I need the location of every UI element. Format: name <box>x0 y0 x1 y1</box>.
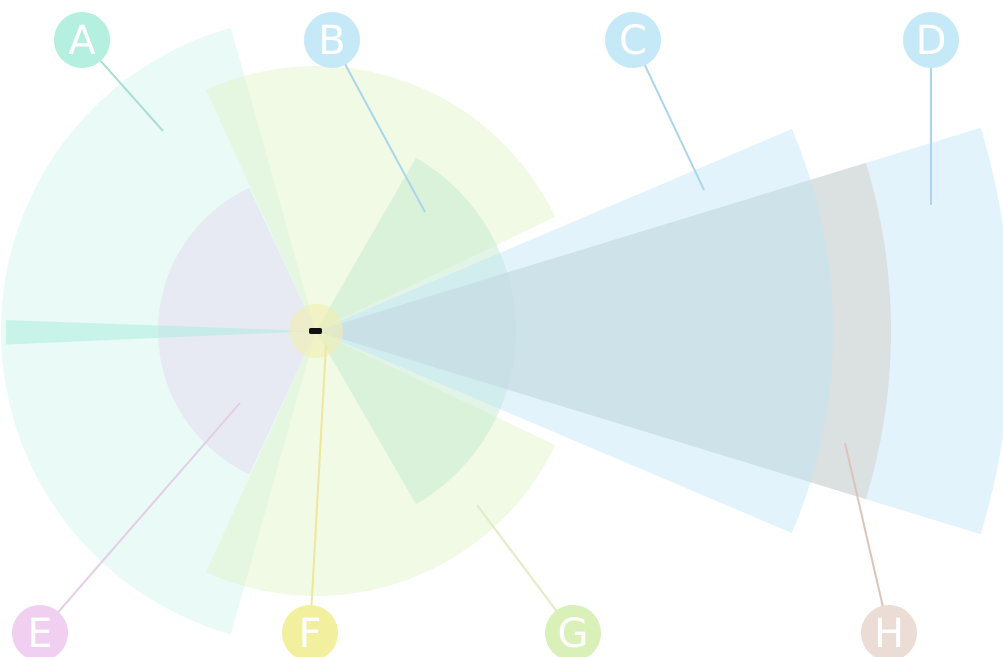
sectors <box>0 27 1003 635</box>
marker-badge <box>903 12 959 68</box>
labels: A B C D E F G H <box>12 12 959 657</box>
marker-label: D <box>916 18 947 64</box>
marker-label: A <box>68 18 96 64</box>
marker-badge <box>304 12 360 68</box>
marker-label: C <box>619 18 647 64</box>
leader-line <box>309 344 327 634</box>
marker-label: H <box>874 611 904 657</box>
coverage-sector <box>5 320 316 345</box>
leader-line <box>331 39 426 213</box>
coverage-sector <box>316 128 833 534</box>
coverage-sector <box>316 162 892 500</box>
coverage-sector <box>206 65 556 331</box>
marker-badge <box>605 12 661 68</box>
marker-label: B <box>318 18 345 64</box>
leader-line <box>39 402 241 634</box>
marker-label: E <box>27 611 52 657</box>
marker-badge <box>12 605 68 657</box>
marker-label: F <box>298 611 321 657</box>
vehicle <box>309 328 322 334</box>
marker-badge <box>54 12 110 68</box>
leader-line <box>844 442 890 634</box>
marker-badge <box>861 605 917 657</box>
marker-badge <box>545 605 601 657</box>
marker-label: G <box>558 611 589 657</box>
coverage-sector <box>206 331 556 596</box>
marker-badge <box>282 605 338 657</box>
